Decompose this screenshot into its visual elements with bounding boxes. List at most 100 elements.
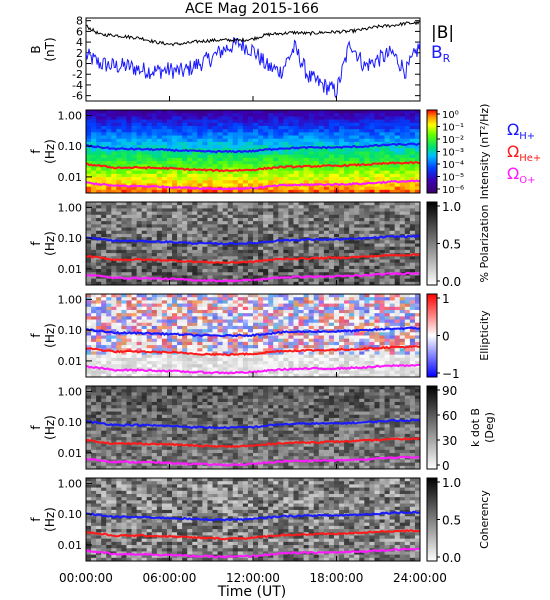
ellipticity-pixel xyxy=(146,354,153,359)
intensity-pixel xyxy=(182,183,188,188)
polarization-pixel xyxy=(374,208,380,212)
intensity-pixel xyxy=(399,148,406,152)
polarization-pixel xyxy=(253,281,259,285)
ellipticity-pixel xyxy=(298,300,305,304)
polarization-pixel xyxy=(379,211,385,216)
intensity-pixel xyxy=(344,116,350,120)
intensity-pixel xyxy=(374,167,380,172)
polarization-pixel xyxy=(136,281,143,285)
polarization-pixel xyxy=(308,208,315,212)
ellipticity-pixel xyxy=(86,332,92,336)
ellipticity-pixel xyxy=(212,303,218,308)
intensity-pixel xyxy=(344,141,350,146)
intensity-pixel xyxy=(177,173,183,178)
ellipticity-pixel xyxy=(298,325,305,330)
ellipticity-pixel xyxy=(131,294,138,298)
ellipticity-pixel xyxy=(151,325,158,330)
ellipticity-pixel xyxy=(237,341,244,346)
ellipticity-pixel xyxy=(313,354,320,359)
ellipticity-pixel xyxy=(364,332,370,336)
ellipticity-pixel xyxy=(166,348,173,352)
ellipticity-pixel xyxy=(293,361,299,365)
polarization-pixel xyxy=(197,230,203,235)
intensity-pixel xyxy=(192,180,198,184)
polarization-pixel xyxy=(126,281,132,285)
intensity-pixel xyxy=(369,138,375,143)
polarization-pixel xyxy=(278,233,284,238)
ellipticity-pixel xyxy=(328,351,335,356)
polarization-ylabel: f xyxy=(29,241,43,246)
intensity-pixel xyxy=(116,129,122,133)
intensity-pixel xyxy=(187,180,193,184)
polarization-pixel xyxy=(384,243,391,248)
polarization-pixel xyxy=(359,240,365,244)
intensity-pixel xyxy=(389,110,396,114)
polarization-pixel xyxy=(202,240,208,244)
polarization-pixel xyxy=(121,211,127,216)
intensity-pixel xyxy=(399,154,406,159)
polarization-pixel xyxy=(126,278,132,283)
ellipticity-pixel xyxy=(172,338,178,343)
ellipticity-pixel xyxy=(258,335,264,340)
polarization-pixel xyxy=(222,249,229,254)
ellipticity-pixel xyxy=(217,338,224,343)
polarization-pixel xyxy=(374,217,380,222)
polarization-pixel xyxy=(273,230,279,235)
polarization-pixel xyxy=(227,230,234,235)
polarization-pixel xyxy=(131,217,138,222)
ellipticity-pixel xyxy=(202,357,208,362)
intensity-pixel xyxy=(197,116,203,120)
intensity-pixel xyxy=(414,173,420,178)
intensity-pixel xyxy=(384,135,391,140)
ellipticity-pixel xyxy=(339,373,345,377)
ellipticity-pixel xyxy=(283,354,289,359)
polarization-pixel xyxy=(394,249,401,254)
polarization-pixel xyxy=(298,278,305,283)
ellipticity-pixel xyxy=(354,351,360,356)
intensity-pixel xyxy=(217,138,224,143)
ellipticity-pixel xyxy=(166,354,173,359)
ellipticity-pixel xyxy=(339,306,345,311)
ellipticity-pixel xyxy=(91,316,97,320)
ellipticity-pixel xyxy=(242,329,249,333)
intensity-pixel xyxy=(227,135,234,140)
polarization-pixel xyxy=(318,230,325,235)
ellipticity-pixel xyxy=(303,341,310,346)
ellipticity-pixel xyxy=(166,329,173,333)
ellipticity-pixel xyxy=(146,357,153,362)
intensity-pixel xyxy=(86,164,92,168)
polarization-pixel xyxy=(313,205,320,209)
ellipticity-pixel xyxy=(313,364,320,368)
intensity-pixel xyxy=(116,154,122,159)
intensity-pixel xyxy=(409,119,416,124)
polarization-pixel xyxy=(323,208,330,212)
polarization-pixel xyxy=(288,211,294,216)
intensity-pixel xyxy=(161,173,168,178)
intensity-pixel xyxy=(91,122,97,127)
ellipticity-pixel xyxy=(156,370,163,375)
ellipticity-pixel xyxy=(323,338,330,343)
intensity-pixel xyxy=(409,135,416,140)
ellipticity-pixel xyxy=(232,367,239,372)
intensity-pixel xyxy=(121,113,127,117)
polarization-pixel xyxy=(151,230,158,235)
intensity-pixel xyxy=(126,189,132,193)
intensity-pixel xyxy=(131,119,138,124)
intensity-pixel xyxy=(212,135,218,140)
intensity-pixel xyxy=(359,135,365,140)
polarization-pixel xyxy=(96,262,102,267)
intensity-pixel xyxy=(328,116,335,120)
polarization-pixel xyxy=(339,262,345,267)
ellipticity-pixel xyxy=(192,361,198,365)
ellipticity-pixel xyxy=(349,300,355,304)
ellipticity-pixel xyxy=(359,325,365,330)
intensity-pixel xyxy=(96,170,102,175)
polarization-pixel xyxy=(222,281,229,285)
intensity-pixel xyxy=(247,157,254,162)
intensity-pixel xyxy=(268,122,274,127)
polarization-pixel xyxy=(318,265,325,270)
ellipticity-pixel xyxy=(136,370,143,375)
intensity-pixel xyxy=(379,183,385,188)
intensity-pixel xyxy=(232,119,239,124)
ellipticity-pixel xyxy=(126,316,132,320)
